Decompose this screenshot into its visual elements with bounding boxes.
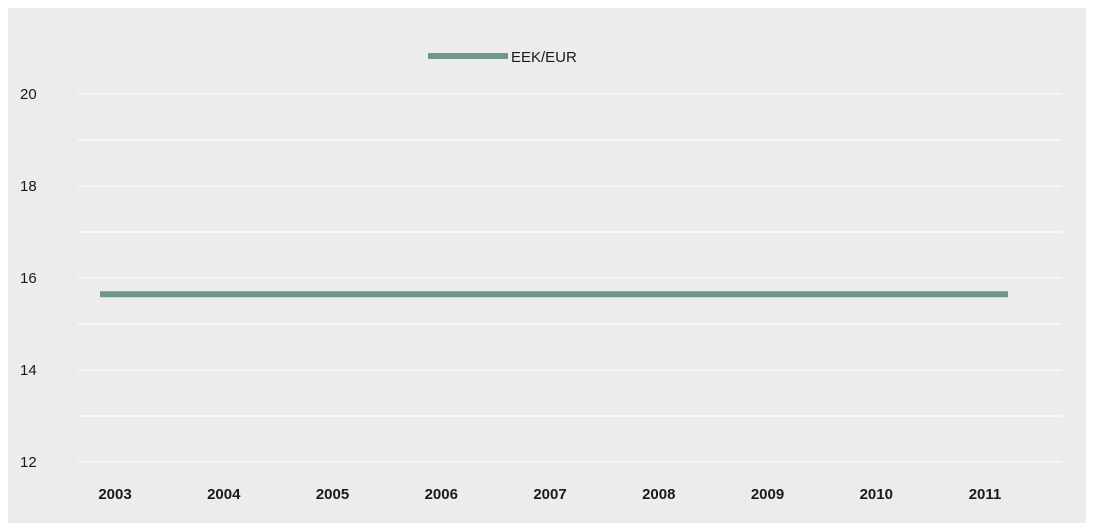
x-tick-label: 2004 [207, 486, 241, 503]
x-tick-label: 2007 [533, 486, 566, 503]
x-tick-label: 2005 [316, 486, 349, 503]
x-tick-label: 2008 [642, 486, 675, 503]
y-tick-label: 16 [20, 270, 37, 287]
x-tick-label: 2010 [860, 486, 893, 503]
x-tick-label: 2009 [751, 486, 784, 503]
x-tick-label: 2003 [98, 486, 131, 503]
x-tick-label: 2006 [425, 486, 458, 503]
x-tick-label: 2011 [969, 486, 1002, 503]
legend-label-eek-eur: EEK/EUR [511, 49, 577, 66]
y-tick-label: 18 [20, 178, 37, 195]
y-axis: 12 14 16 18 20 [20, 86, 37, 471]
grid-lines [78, 93, 1062, 463]
x-axis: 2003 2004 2005 2006 2007 2008 2009 2010 2011 [98, 486, 1001, 503]
y-tick-label: 14 [20, 362, 37, 379]
legend: EEK/EUR [428, 49, 577, 66]
y-tick-label: 20 [20, 86, 37, 103]
y-tick-label: 12 [20, 454, 37, 471]
